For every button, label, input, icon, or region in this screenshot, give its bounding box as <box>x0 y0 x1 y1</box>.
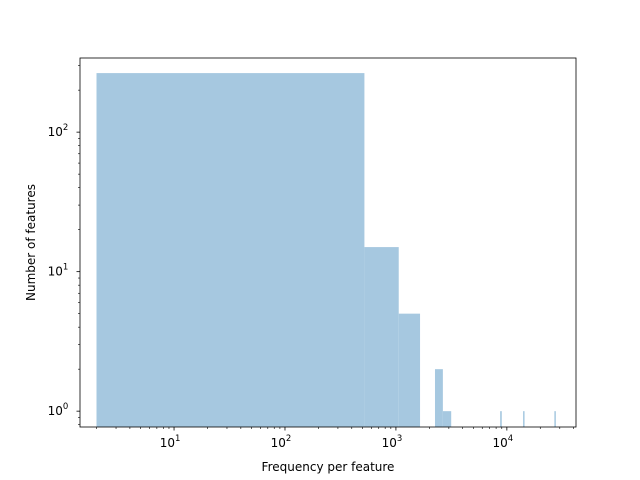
x-tick-label: 101 <box>160 434 181 450</box>
x-tick-label: 103 <box>382 434 403 450</box>
histogram-bar <box>554 411 556 427</box>
x-tick-label: 104 <box>493 434 514 450</box>
histogram-bar <box>364 247 399 427</box>
histogram-bars <box>96 73 556 428</box>
histogram-bar <box>523 411 525 427</box>
y-tick-label: 100 <box>48 402 69 418</box>
histogram-bar <box>398 313 421 427</box>
y-axis-label: Number of features <box>24 184 38 301</box>
x-tick-label: 102 <box>271 434 292 450</box>
y-tick-label: 101 <box>48 263 69 279</box>
histogram-bar <box>434 369 443 427</box>
plot-frame <box>79 57 577 428</box>
histogram-bar <box>500 411 502 427</box>
y-axis-ticks: 100 101 102 <box>48 65 80 425</box>
histogram-bar <box>442 411 452 427</box>
x-axis-label: Frequency per feature <box>262 460 395 474</box>
y-tick-label: 102 <box>48 123 69 139</box>
x-axis-ticks: 101 102 103 104 <box>96 427 574 450</box>
histogram-bar <box>96 73 365 428</box>
